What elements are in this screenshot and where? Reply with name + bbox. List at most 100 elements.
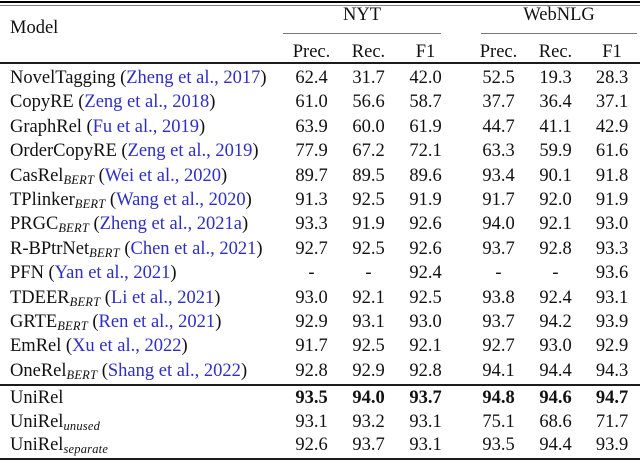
metric-cell-nyt-rec: 60.0 [352,116,385,137]
column-group-webnlg: WebNLG [523,5,595,25]
metric-cell-webnlg-rec: 92.4 [539,287,572,308]
metric-cell-webnlg-rec: 68.6 [539,411,572,432]
model-name: NovelTagging [10,68,116,88]
model-cell: PRGCBERT (Zheng et al., 2021a) [0,212,283,240]
table-row: CopyRE (Zeng et al., 2018) 61.0 56.6 58.7… [0,90,640,114]
model-subscript: BERT [69,294,101,309]
citation-link[interactable]: Xu et al., 2022 [72,336,182,357]
table-bottom-rule [0,458,640,460]
citation-link[interactable]: Wang et al., 2020 [116,189,246,210]
metric-cell-webnlg-rec: 93.0 [539,336,572,357]
metric-cell-webnlg-prec: 93.5 [482,435,515,455]
model-citation: (Wang et al., 2020) [110,190,252,210]
citation-link[interactable]: Zheng et al., 2017 [126,68,261,88]
paren-open: ( [65,336,73,357]
metric-cell-webnlg-rec: - [552,263,559,284]
metric-cell-webnlg-rec: 92.1 [539,214,572,235]
column-header-nyt-f1: F1 [415,42,436,62]
model-subscript: unused [63,418,101,433]
paren-close: ) [241,214,249,235]
table-row: CasRelBERT (Wei et al., 2020) 89.7 89.5 8… [0,164,640,188]
metric-cell-nyt-f1: 92.8 [409,360,442,381]
metric-cell-nyt-rec: 94.0 [352,388,385,408]
table-row: EmRel (Xu et al., 2022) 91.7 92.5 92.1 92… [0,334,640,358]
model-cell: EmRel (Xu et al., 2022) [0,334,283,362]
metric-cell-nyt-prec: 63.9 [295,116,328,137]
model-name: CopyRE [10,92,74,113]
model-name: CasRel [10,165,64,186]
metric-cell-nyt-rec: 67.2 [352,141,385,162]
model-cell: OrderCopyRE (Zeng et al., 2019) [0,139,283,167]
citation-link[interactable]: Zeng et al., 2019 [127,141,253,162]
metric-cell-nyt-prec: 77.9 [295,141,328,162]
column-header-nyt-prec: Prec. [292,42,331,62]
table-top-rule [0,1,640,3]
citation-link[interactable]: Fu et al., 2019 [92,116,199,137]
metric-cell-webnlg-prec: 75.1 [482,411,515,432]
metric-cell-nyt-rec: 56.6 [352,92,385,113]
metric-cell-webnlg-prec: 37.7 [482,92,515,113]
model-name: UniRel [10,388,64,408]
metric-cell-webnlg-f1: 91.8 [595,165,629,186]
paren-close: ) [252,141,259,162]
metric-cell-webnlg-prec: 93.7 [482,238,515,259]
metric-cell-nyt-f1: 92.1 [409,336,442,357]
metric-cell-nyt-prec: - [308,263,315,284]
metric-cell-nyt-prec: 92.7 [295,238,328,259]
model-name: TPlinker [10,189,75,210]
citation-link[interactable]: Wei et al., 2020 [104,165,221,186]
metric-cell-webnlg-f1: 92.9 [595,336,629,357]
nyt-group-rule [283,33,441,34]
model-name: OrderCopyRE [10,141,117,162]
metric-cell-nyt-f1: 91.9 [409,189,442,210]
table-row: GRTEBERT (Ren et al., 2021) 92.9 93.1 93.… [0,310,640,334]
metric-cell-webnlg-f1: 93.9 [595,435,629,455]
metric-cell-webnlg-f1: 94.7 [595,388,629,408]
model-citation: (Zheng et al., 2021a) [94,214,249,234]
paren-open: ( [48,263,55,284]
citation-link[interactable]: Zheng et al., 2021a [99,214,242,235]
model-name: TDEER [10,287,70,308]
column-header-webnlg-rec: Rec. [538,42,573,62]
paren-open: ( [120,68,127,88]
paren-close: ) [220,165,228,186]
model-cell: UniRelseparate [0,434,283,462]
model-cell: TPlinkerBERT (Wang et al., 2020) [0,188,283,216]
paren-open: ( [92,311,99,332]
citation-link[interactable]: Chen et al., 2021 [130,238,257,259]
metric-cell-webnlg-rec: 90.1 [539,165,572,186]
model-citation: (Chen et al., 2021) [124,239,262,259]
metric-cell-nyt-f1: 92.6 [409,238,442,259]
model-cell: GraphRel (Fu et al., 2019) [0,115,283,143]
paren-open: ( [109,189,117,210]
metric-cell-nyt-prec: 92.9 [295,311,328,332]
table-row: PFN (Yan et al., 2021) - - 92.4 - - 93.6 [0,261,640,285]
model-name: GraphRel [10,116,82,137]
metric-cell-nyt-f1: 93.1 [409,411,442,432]
metric-cell-nyt-rec: - [365,263,372,284]
metric-cell-nyt-rec: 93.1 [352,311,385,332]
metric-cell-nyt-prec: 91.3 [295,189,328,210]
citation-link[interactable]: Yan et al., 2021 [54,263,171,284]
citation-link[interactable]: Ren et al., 2021 [98,311,216,332]
citation-link[interactable]: Zeng et al., 2018 [84,92,210,113]
paren-close: ) [260,68,267,88]
model-subscript: separate [63,442,109,456]
metric-cell-nyt-rec: 93.7 [352,435,385,455]
model-citation: (Zeng et al., 2019) [121,141,258,161]
citation-link[interactable]: Shang et al., 2022 [107,360,241,381]
column-header-webnlg-prec: Prec. [479,42,518,62]
paren-close: ) [215,311,222,332]
metric-cell-nyt-f1: 92.4 [409,263,442,284]
metric-cell-webnlg-rec: 19.3 [539,68,572,88]
model-cell: OneRelBERT (Shang et al., 2022) [0,359,283,387]
metric-cell-webnlg-prec: 94.1 [482,360,515,381]
table-row: PRGCBERT (Zheng et al., 2021a) 93.3 91.9 … [0,212,640,236]
citation-link[interactable]: Li et al., 2021 [110,287,215,308]
paren-open: ( [98,165,105,186]
model-citation: (Zeng et al., 2018) [78,92,215,112]
metric-cell-webnlg-prec: 94.0 [482,214,515,235]
metric-cell-webnlg-f1: 42.9 [595,116,629,137]
model-name: EmRel [10,336,62,357]
